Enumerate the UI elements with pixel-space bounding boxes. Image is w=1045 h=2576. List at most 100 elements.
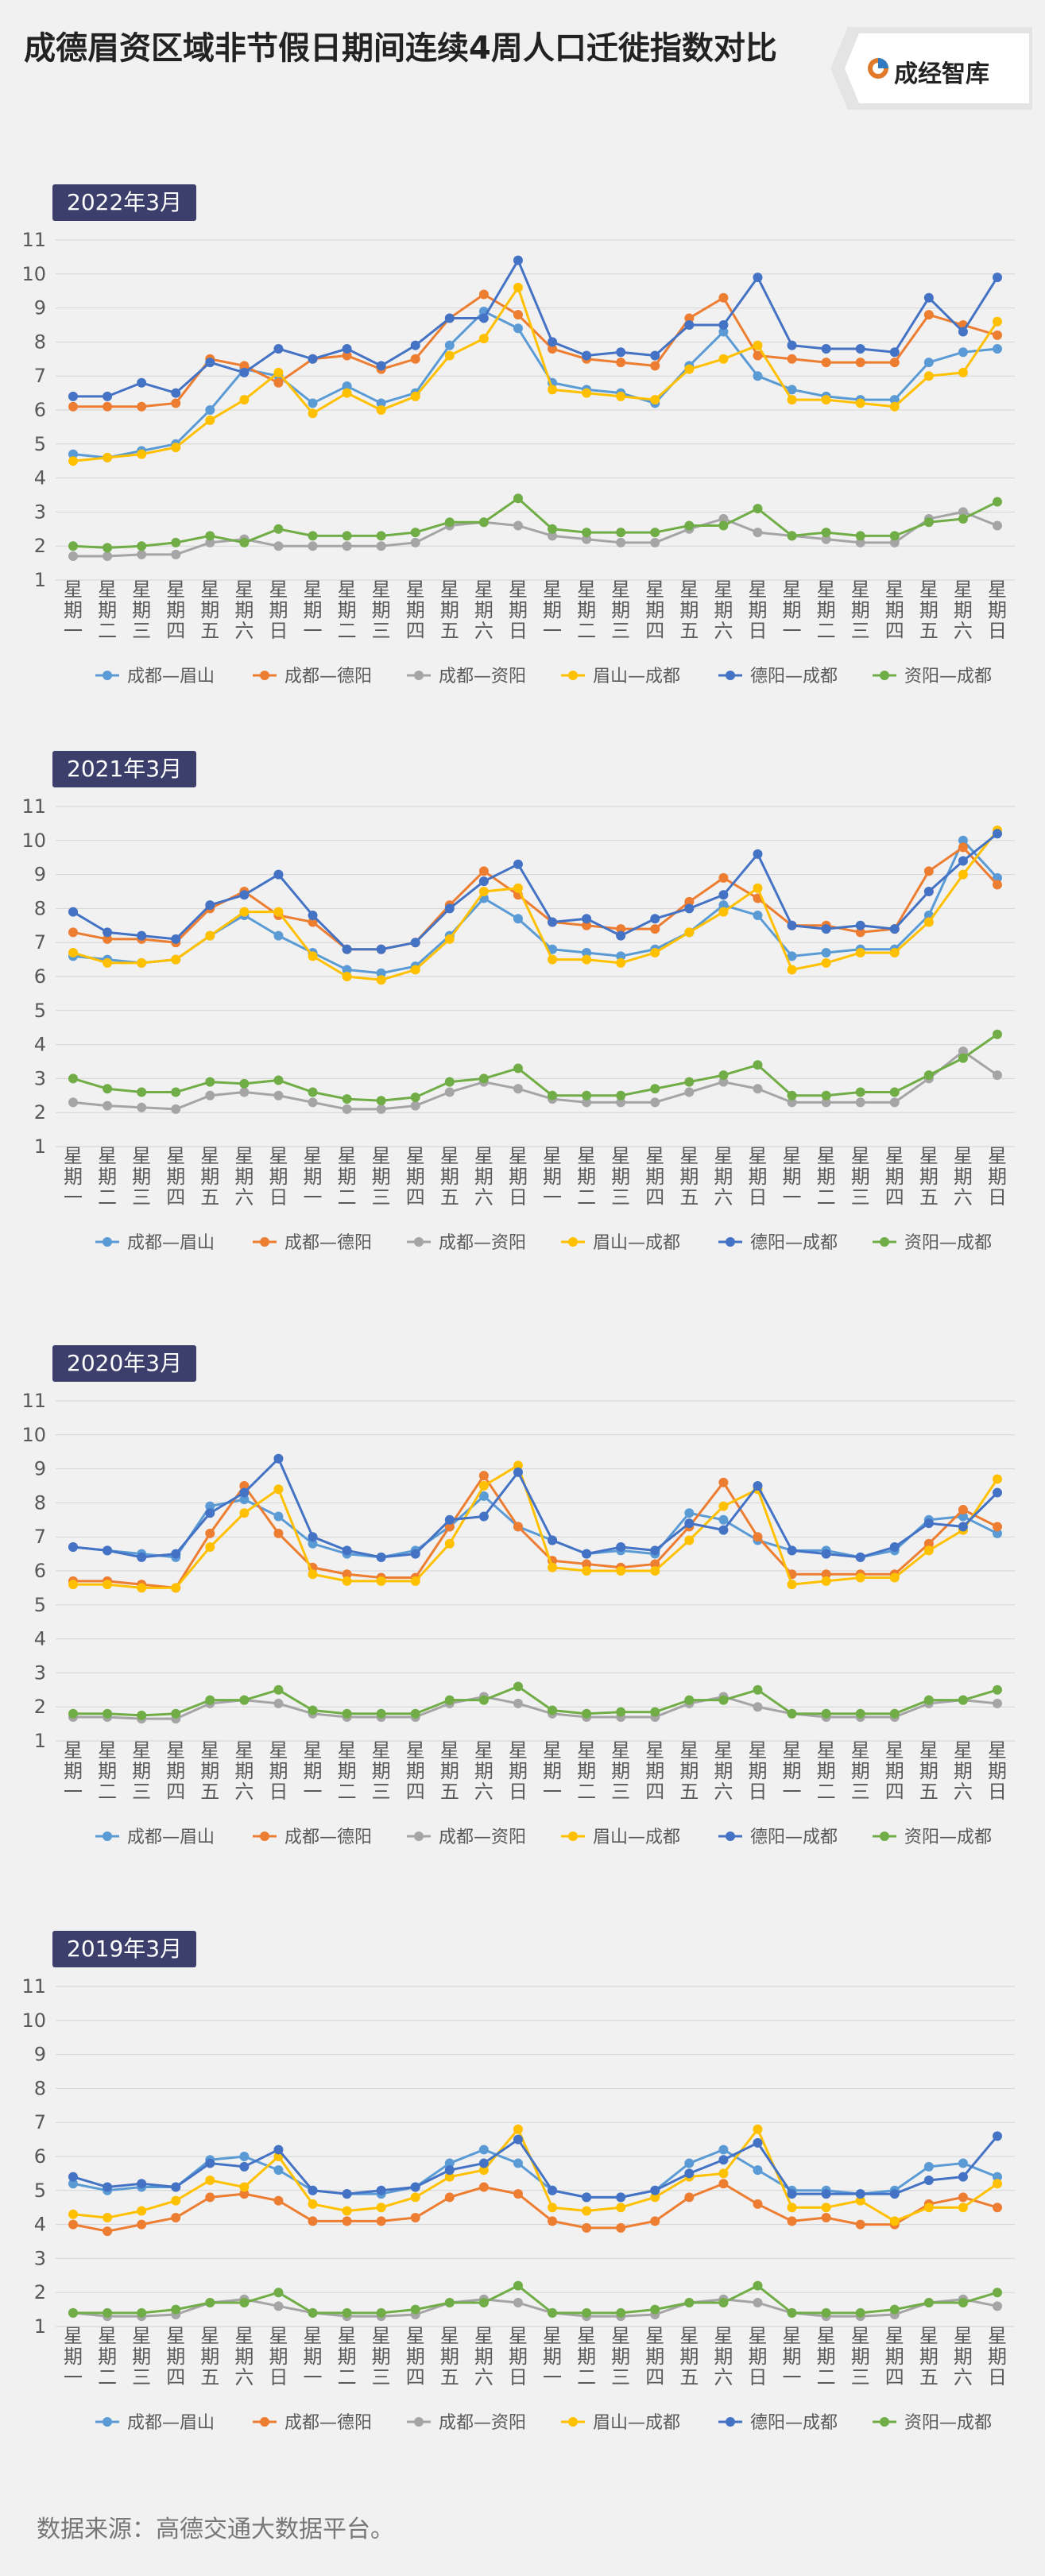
data-point	[718, 327, 729, 337]
legend-label: 成都—德阳	[284, 1233, 372, 1253]
x-tick-label: 星期三	[372, 1739, 391, 1803]
data-point	[923, 1070, 934, 1081]
data-point	[582, 1097, 592, 1108]
data-point	[855, 1572, 865, 1583]
data-point	[205, 1695, 215, 1705]
data-point	[718, 2298, 729, 2308]
data-point	[205, 1501, 215, 1511]
data-point	[513, 310, 523, 320]
data-point	[137, 2307, 147, 2318]
data-point	[958, 835, 968, 845]
data-point	[958, 1504, 968, 1514]
x-tick-label: 星期四	[166, 2325, 185, 2388]
data-point	[753, 2280, 763, 2291]
data-point	[137, 930, 147, 941]
brand-logo: 成经智库	[827, 24, 1034, 113]
data-point	[342, 944, 352, 954]
data-point	[239, 395, 250, 405]
data-point	[513, 2158, 523, 2168]
data-point	[171, 1087, 181, 1097]
legend-label: 资阳—成都	[904, 1828, 992, 1847]
data-point	[137, 1552, 147, 1562]
data-point	[684, 896, 695, 907]
data-point	[582, 528, 592, 538]
data-point	[855, 1097, 865, 1108]
data-point	[889, 2304, 900, 2315]
x-tick-label: 星期五	[679, 2325, 699, 2388]
data-point	[273, 1698, 284, 1708]
data-point	[821, 924, 831, 934]
data-point	[889, 2216, 900, 2226]
data-point	[376, 2203, 386, 2213]
x-tick-label: 星期二	[577, 578, 596, 642]
data-point	[889, 537, 900, 547]
data-point	[993, 1522, 1002, 1532]
data-point	[684, 520, 695, 531]
data-point	[855, 2195, 865, 2206]
year-label: 2020年3月	[52, 1345, 197, 1382]
data-point	[787, 395, 797, 405]
data-point	[889, 1708, 900, 1719]
data-point	[582, 350, 592, 361]
data-point	[993, 2172, 1002, 2182]
data-point	[308, 541, 318, 551]
x-tick-label: 星期五	[440, 578, 459, 642]
legend-label: 德阳—成都	[750, 1233, 838, 1253]
data-point	[650, 361, 660, 371]
data-point	[993, 1487, 1002, 1498]
data-point	[239, 1078, 250, 1089]
data-point	[513, 914, 523, 924]
x-tick-label: 星期二	[338, 578, 357, 642]
data-point	[718, 890, 729, 900]
data-point	[68, 1708, 78, 1719]
data-point	[616, 1542, 626, 1553]
data-point	[513, 1084, 523, 1094]
data-point	[753, 1532, 763, 1542]
x-tick-label: 星期一	[64, 1145, 83, 1209]
x-tick-label: 星期一	[304, 1145, 323, 1209]
data-point	[513, 1063, 523, 1073]
data-point	[889, 1087, 900, 1097]
y-tick-label: 1	[34, 1135, 46, 1158]
x-tick-label: 星期日	[988, 578, 1007, 642]
series-line	[73, 1695, 998, 1720]
data-point	[273, 1684, 284, 1695]
series-line	[73, 1474, 998, 1589]
data-point	[787, 1545, 797, 1556]
legend-marker	[260, 671, 269, 680]
data-point	[478, 1471, 489, 1481]
x-tick-label: 星期三	[611, 1739, 630, 1803]
data-point	[889, 924, 900, 934]
legend-marker	[568, 1831, 578, 1841]
data-point	[958, 2203, 968, 2213]
data-point	[137, 957, 147, 968]
y-tick-label: 11	[21, 795, 46, 818]
data-point	[478, 887, 489, 896]
data-point	[684, 927, 695, 938]
data-point	[513, 1467, 523, 1477]
x-tick-label: 星期日	[509, 578, 528, 642]
legend-marker	[414, 1831, 424, 1841]
data-point	[68, 2179, 78, 2189]
data-point	[68, 456, 78, 466]
y-tick-label: 9	[34, 864, 46, 886]
data-point	[444, 2165, 455, 2176]
data-point	[137, 2179, 147, 2189]
data-point	[582, 954, 592, 965]
data-point	[273, 1484, 284, 1495]
x-tick-label: 星期六	[714, 578, 733, 642]
x-tick-label: 星期六	[234, 1145, 254, 1209]
data-point	[821, 957, 831, 968]
data-point	[410, 1092, 420, 1102]
data-point	[205, 358, 215, 368]
data-point	[821, 2203, 831, 2213]
y-tick-label: 2	[34, 2281, 46, 2303]
data-point	[684, 1508, 695, 1518]
data-point	[923, 358, 934, 368]
x-tick-label: 星期二	[338, 1739, 357, 1803]
x-tick-label: 星期二	[98, 578, 117, 642]
data-point	[478, 1481, 489, 1491]
data-point	[923, 292, 934, 303]
data-point	[273, 1528, 284, 1538]
data-point	[548, 1090, 558, 1100]
